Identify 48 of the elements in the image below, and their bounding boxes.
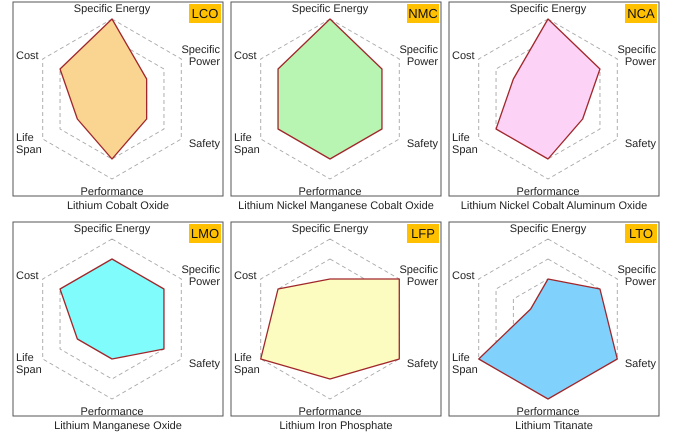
text: LTO — [628, 226, 654, 241]
spoke-label: Specific Energy — [292, 3, 369, 15]
spoke-label: Safety — [406, 358, 438, 370]
text: Lithium Titanate — [515, 420, 593, 432]
spoke-label: Safety — [624, 358, 656, 370]
spoke-label: Cost — [16, 50, 39, 62]
spoke-label: Performance — [516, 186, 580, 198]
spoke-label: Cost — [452, 270, 475, 282]
spoke-label: Safety — [188, 138, 220, 150]
spoke-label: Safety — [624, 138, 656, 150]
text: NMC — [408, 6, 438, 21]
text: Lithium Cobalt Oxide — [66, 200, 170, 212]
spoke-label: Specific Power — [399, 264, 438, 288]
spoke-label: Cost — [16, 270, 39, 282]
spoke-label: Specific Power — [181, 264, 220, 288]
spoke-label: Specific Power — [617, 264, 656, 288]
spoke-label: Cost — [234, 50, 257, 62]
spoke-label: Life Span — [452, 352, 478, 376]
spoke-label: Life Span — [234, 352, 260, 376]
spoke-label: Safety — [406, 138, 438, 150]
spoke-label: Performance — [80, 186, 144, 198]
text: Lithium Nickel Cobalt Aluminum Oxide — [460, 200, 648, 212]
spoke-label: Cost — [234, 270, 257, 282]
spoke-label: Life Span — [452, 132, 478, 156]
spoke-label: Specific Energy — [292, 223, 369, 235]
text: Lithium Manganese Oxide — [54, 420, 182, 432]
text: LCO — [192, 6, 218, 21]
spoke-label: Specific Power — [181, 44, 220, 68]
text: LMO — [190, 226, 220, 241]
spoke-label: Specific Power — [399, 44, 438, 68]
text: LFP — [411, 226, 435, 241]
spoke-label: Specific Energy — [510, 223, 587, 235]
spoke-label: Life Span — [16, 352, 42, 376]
spoke-label: Specific Energy — [510, 3, 587, 15]
spoke-label: Specific Power — [617, 44, 656, 68]
spoke-label: Life Span — [234, 132, 260, 156]
text: Lithium Nickel Manganese Cobalt Oxide — [238, 200, 434, 212]
spoke-label: Safety — [188, 358, 220, 370]
spoke-label: Life Span — [16, 132, 42, 156]
text: Lithium Iron Phosphate — [279, 420, 393, 432]
spoke-label: Cost — [452, 50, 475, 62]
spoke-label: Specific Energy — [74, 223, 151, 235]
spoke-label: Specific Energy — [74, 3, 151, 15]
text: NCA — [627, 6, 656, 21]
spoke-label: Performance — [80, 406, 144, 418]
spoke-label: Performance — [516, 406, 580, 418]
spoke-label: Performance — [298, 406, 362, 418]
spoke-label: Performance — [298, 186, 362, 198]
